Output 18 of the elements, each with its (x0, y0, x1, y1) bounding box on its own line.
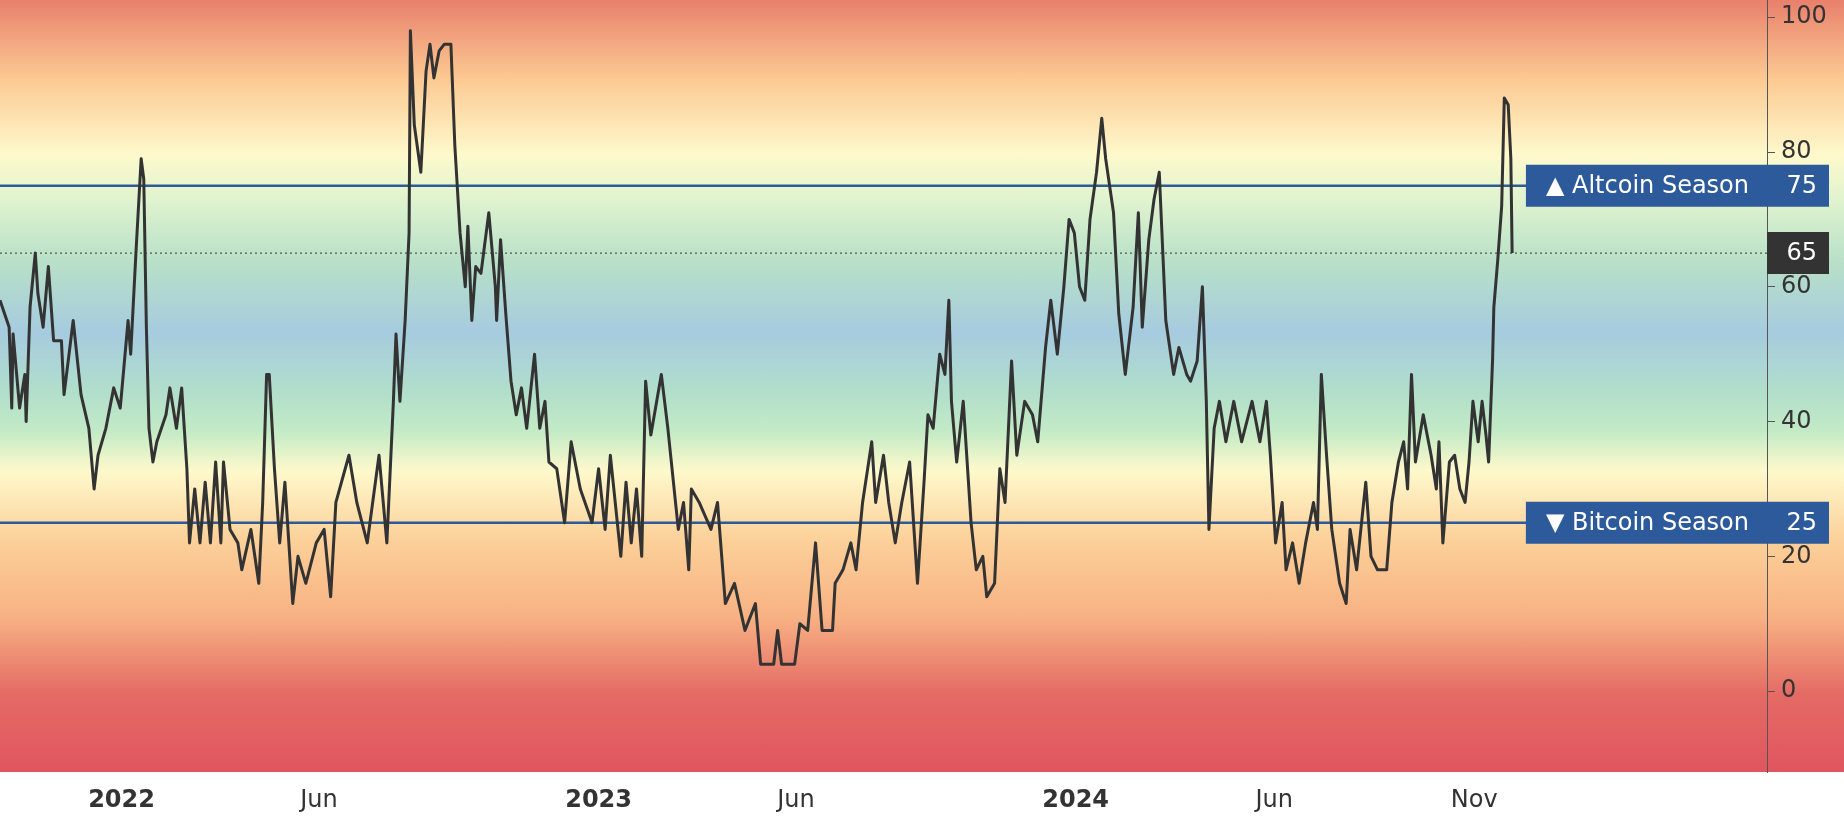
y-tick-label: 40 (1781, 405, 1812, 434)
text: 65 (1786, 238, 1817, 267)
ref-line-label: ▲ Altcoin Season (1545, 170, 1749, 199)
y-tick-label: 100 (1781, 1, 1827, 30)
y-tick-label: 80 (1781, 136, 1812, 165)
x-tick-label: Jun (775, 784, 815, 813)
text: 25 (1786, 507, 1817, 536)
y-tick-label: 60 (1781, 271, 1812, 300)
x-tick-label: 2022 (88, 784, 155, 813)
x-tick-label: Nov (1450, 784, 1498, 813)
y-tick-label: 20 (1781, 540, 1812, 569)
x-tick-label: Jun (298, 784, 338, 813)
text: 75 (1786, 170, 1817, 199)
ref-line-label: ▼ Bitcoin Season (1545, 507, 1749, 536)
y-tick-label: 0 (1781, 675, 1797, 704)
x-tick-label: 2024 (1042, 784, 1110, 813)
x-tick-label: Jun (1253, 784, 1294, 813)
x-tick-label: 2023 (565, 784, 632, 813)
